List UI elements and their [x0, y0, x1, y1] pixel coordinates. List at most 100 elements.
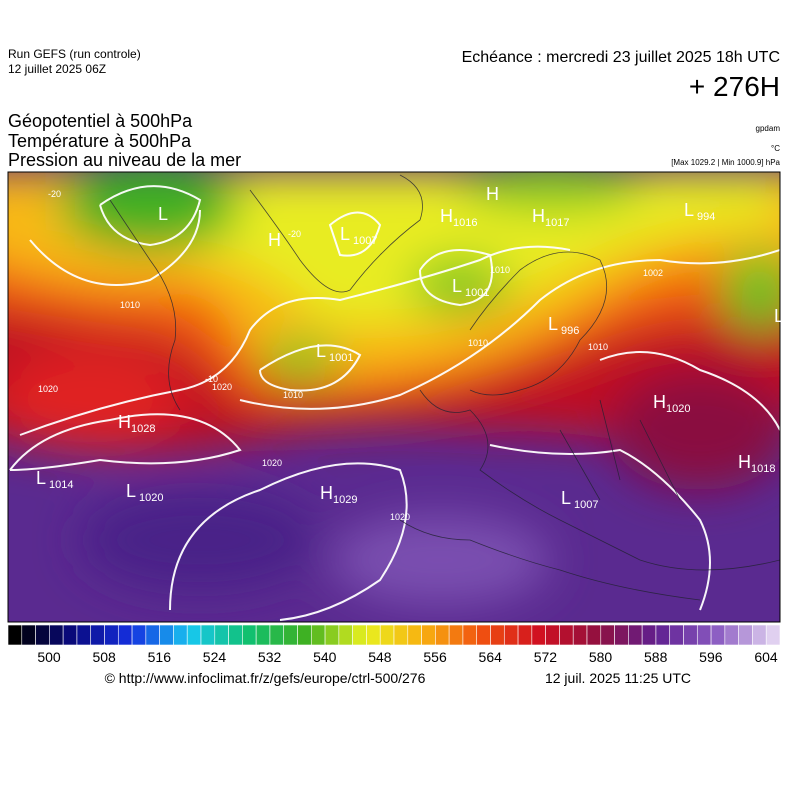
- system-value: 1020: [666, 403, 690, 415]
- colorbar-swatch: [352, 624, 367, 646]
- timestamp: 12 juil. 2025 11:25 UTC: [545, 670, 691, 686]
- colorbar-swatch: [76, 624, 92, 646]
- colorbar-swatch: [186, 624, 202, 646]
- colorbar-label: 564: [479, 649, 503, 665]
- colorbar-swatch: [600, 624, 615, 646]
- system-type: H: [486, 184, 499, 204]
- contour-label: 1010: [120, 300, 140, 310]
- run-label: Run GEFS (run controle): [8, 47, 141, 61]
- contour-label: 1010: [490, 265, 510, 275]
- contour-label: 1020: [262, 458, 282, 468]
- map-field: [8, 172, 780, 622]
- system-value: 994: [697, 211, 715, 223]
- system-type: L: [340, 224, 350, 244]
- lead-time: + 276H: [689, 71, 780, 102]
- colorbar-swatch: [490, 624, 505, 646]
- colorbar-swatch: [669, 624, 684, 646]
- system-type: H: [440, 206, 453, 226]
- colorbar-label: 556: [423, 649, 447, 665]
- colorbar-swatch: [517, 624, 533, 646]
- colorbar-label: 588: [644, 649, 668, 665]
- colorbar-swatch: [214, 624, 229, 646]
- colorbar-swatch: [407, 624, 422, 646]
- colorbar-swatch: [297, 624, 312, 646]
- echeance: Echéance : mercredi 23 juillet 2025 18h …: [462, 49, 780, 66]
- colorbar-swatch: [173, 624, 188, 646]
- colorbar-swatch: [90, 624, 105, 646]
- system-value: 1017: [545, 217, 569, 229]
- colorbar-label: 524: [203, 649, 227, 665]
- colorbar-swatch: [765, 624, 781, 646]
- system-value: 1020: [139, 492, 163, 504]
- contour-label: 1020: [38, 384, 58, 394]
- colorbar-swatch: [435, 624, 450, 646]
- system-type: H: [532, 206, 545, 226]
- contour-label: 1020: [212, 382, 232, 392]
- colorbar-label: 540: [313, 649, 337, 665]
- unit: [Max 1029.2 | Min 1000.9] hPa: [671, 158, 780, 167]
- colorbar-swatch: [200, 624, 216, 646]
- system-value: 1018: [751, 463, 775, 475]
- system-type: H: [738, 452, 751, 472]
- system-type: H: [268, 230, 281, 250]
- system-value: 1001: [329, 352, 353, 364]
- system-type: L: [548, 314, 558, 334]
- colorbar-swatch: [710, 624, 726, 646]
- system-type: L: [684, 200, 694, 220]
- colorbar-swatch: [7, 624, 23, 646]
- colorbar-label: 548: [368, 649, 392, 665]
- colorbar-swatch: [21, 624, 36, 646]
- colorbar-swatch: [655, 624, 671, 646]
- contour-label: 1010: [468, 338, 488, 348]
- colorbar-label: 572: [534, 649, 558, 665]
- colorbar-swatch: [421, 624, 436, 646]
- contour-label: -20: [288, 229, 301, 239]
- system-value: 1029: [333, 494, 357, 506]
- colorbar-swatch: [379, 624, 395, 646]
- system-value: 1016: [453, 217, 477, 229]
- colorbar-swatch: [49, 624, 64, 646]
- system-type: L: [452, 276, 462, 296]
- colorbar-swatch: [448, 624, 464, 646]
- unit: gpdam: [756, 124, 781, 133]
- colorbar-swatch: [628, 624, 643, 646]
- map-frame: [7, 171, 781, 623]
- contour-label: 1010: [283, 390, 303, 400]
- colorbar-swatch: [683, 624, 698, 646]
- run-date: 12 juillet 2025 06Z: [8, 62, 106, 76]
- colorbar-swatch: [131, 624, 147, 646]
- colorbar-label: 516: [148, 649, 172, 665]
- colorbar-swatch: [366, 624, 381, 646]
- title: Pression au niveau de la mer: [8, 150, 241, 170]
- colorbar-swatch: [324, 624, 340, 646]
- colorbar-swatch: [614, 624, 629, 646]
- system-type: H: [653, 392, 666, 412]
- system-type: L: [158, 204, 168, 224]
- colorbar-swatch: [310, 624, 326, 646]
- system-type: H: [320, 483, 333, 503]
- system-type: L: [774, 306, 784, 326]
- colorbar-swatch: [545, 624, 560, 646]
- colorbar-swatch: [35, 624, 50, 646]
- colorbar-swatch: [503, 624, 519, 646]
- colorbar-swatch: [531, 624, 546, 646]
- colorbar-swatch: [117, 624, 133, 646]
- colorbar-label: 500: [37, 649, 61, 665]
- colorbar-swatch: [145, 624, 160, 646]
- colorbar-swatch: [338, 624, 353, 646]
- unit: °C: [771, 144, 780, 153]
- colorbar-swatch: [572, 624, 588, 646]
- system-type: H: [118, 412, 131, 432]
- contour-label: 1002: [643, 268, 663, 278]
- system-value: 1028: [131, 423, 155, 435]
- colorbar-label: 580: [589, 649, 613, 665]
- colorbar-swatch: [462, 624, 478, 646]
- system-value: 1001: [465, 287, 489, 299]
- colorbar-label: 604: [754, 649, 778, 665]
- source: © http://www.infoclimat.fr/z/gefs/europe…: [105, 670, 426, 686]
- colorbar-swatch: [586, 624, 602, 646]
- system-value: 1014: [49, 479, 73, 491]
- contour-label: 1020: [390, 512, 410, 522]
- system-type: L: [126, 481, 136, 501]
